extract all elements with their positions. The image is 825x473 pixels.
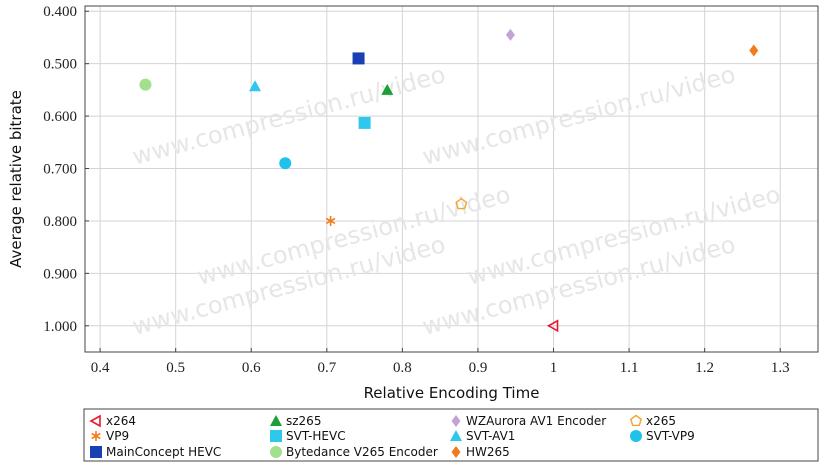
x-tick-label: 1.2: [695, 360, 714, 376]
legend-marker-x264: [89, 414, 101, 428]
y-tick-label: 0.700: [43, 162, 77, 178]
legend-label: WZAurora AV1 Encoder: [466, 414, 606, 428]
legend-marker-bytedance-v265-encoder: [270, 446, 282, 458]
legend-marker-vp9: [91, 431, 101, 441]
legend-entry-hw265: HW265: [451, 445, 510, 459]
point-wzaurora-av1-encoder: [505, 28, 515, 41]
legend-label: sz265: [286, 414, 321, 428]
legend-entry-sz265: sz265: [270, 414, 321, 428]
point-bytedance-v265-encoder: [139, 78, 152, 91]
x-axis-label: Relative Encoding Time: [364, 384, 540, 402]
legend-entry-x265: x265: [629, 414, 676, 428]
x-tick-label: 0.5: [166, 360, 185, 376]
legend-label: VP9: [106, 429, 129, 443]
legend-marker-mainconcept-hevc: [90, 446, 102, 458]
point-x264: [546, 319, 559, 333]
point-vp9: [325, 215, 336, 226]
y-tick-label: 0.900: [43, 266, 77, 282]
legend-label: x265: [646, 414, 676, 428]
x-tick-label: 0.4: [91, 360, 110, 376]
legend: [83, 408, 819, 462]
x-tick-label: 1.1: [620, 360, 639, 376]
legend-marker-svt-hevc: [270, 430, 282, 442]
point-svt-hevc: [358, 116, 371, 129]
x-tick-label: 0.7: [317, 360, 336, 376]
legend-entry-svt-av1: SVT-AV1: [450, 429, 515, 443]
plot-frame: [84, 5, 819, 353]
legend-marker-x265: [629, 414, 643, 427]
legend-entry-bytedance-v265-encoder: Bytedance V265 Encoder: [270, 445, 438, 459]
legend-entries: x264 sz265 WZAurora AV1 Encoder x265 VP9 SVT-…: [89, 414, 695, 459]
legend-label: HW265: [466, 445, 510, 459]
x-tick-label: 0.6: [242, 360, 261, 376]
point-mainconcept-hevc: [352, 52, 365, 65]
legend-entry-x264: x264: [89, 414, 136, 428]
legend-entry-mainconcept-hevc: MainConcept HEVC: [90, 445, 221, 459]
point-svt-av1: [249, 80, 262, 92]
legend-entry-svt-hevc: SVT-HEVC: [270, 429, 346, 443]
legend-entry-svt-vp9: SVT-VP9: [630, 429, 695, 443]
legend-marker-hw265: [451, 446, 461, 458]
data-points: [139, 28, 759, 333]
y-tick-label: 0.800: [43, 214, 77, 230]
legend-marker-svt-vp9: [630, 430, 642, 442]
y-tick-label: 1.000: [43, 319, 77, 335]
y-axis-label: Average relative bitrate: [7, 90, 25, 268]
x-tick-label: 0.8: [393, 360, 412, 376]
point-hw265: [749, 44, 759, 57]
watermark-text: www.compression.ru/video: [419, 60, 738, 171]
x-tick-label: 1.3: [771, 360, 790, 376]
y-tick-label: 0.400: [43, 4, 77, 20]
point-sz265: [381, 83, 394, 95]
legend-label: x264: [106, 414, 136, 428]
watermark-text: www.compression.ru/video: [129, 60, 448, 171]
legend-entry-vp9: VP9: [91, 429, 129, 443]
legend-label: SVT-HEVC: [286, 429, 346, 443]
point-svt-vp9: [279, 157, 292, 170]
x-tick-label: 1: [550, 360, 558, 376]
legend-label: SVT-AV1: [466, 429, 515, 443]
watermark-group: www.compression.ru/videowww.compression.…: [129, 60, 783, 341]
legend-marker-svt-av1: [450, 430, 462, 441]
y-tick-label: 0.600: [43, 109, 77, 125]
legend-marker-sz265: [270, 415, 282, 426]
y-tick-label: 0.500: [43, 57, 77, 73]
point-x265: [455, 197, 468, 210]
x-tick-label: 0.9: [469, 360, 488, 376]
legend-marker-wzaurora-av1-encoder: [451, 415, 461, 427]
tick-labels: 0.4 0.5 0.6 0.7 0.8 0.9 1 1.1 1.2 1.3 0.400 0.500 0.…: [43, 4, 789, 376]
legend-label: Bytedance V265 Encoder: [286, 445, 438, 459]
legend-label: SVT-VP9: [646, 429, 695, 443]
grid-lines: [85, 6, 818, 352]
legend-label: MainConcept HEVC: [106, 445, 221, 459]
legend-entry-wzaurora-av1-encoder: WZAurora AV1 Encoder: [451, 414, 606, 428]
